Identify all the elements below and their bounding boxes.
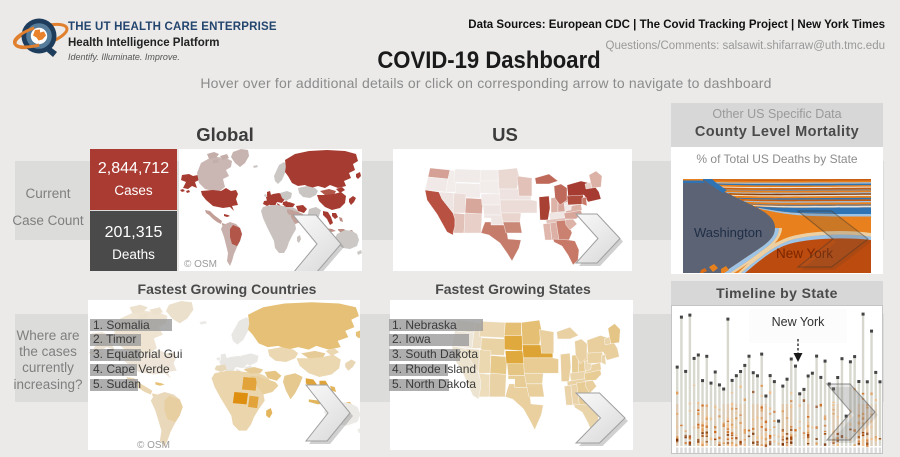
svg-text:New York: New York: [776, 246, 833, 261]
svg-text:Washington: Washington: [694, 225, 762, 240]
